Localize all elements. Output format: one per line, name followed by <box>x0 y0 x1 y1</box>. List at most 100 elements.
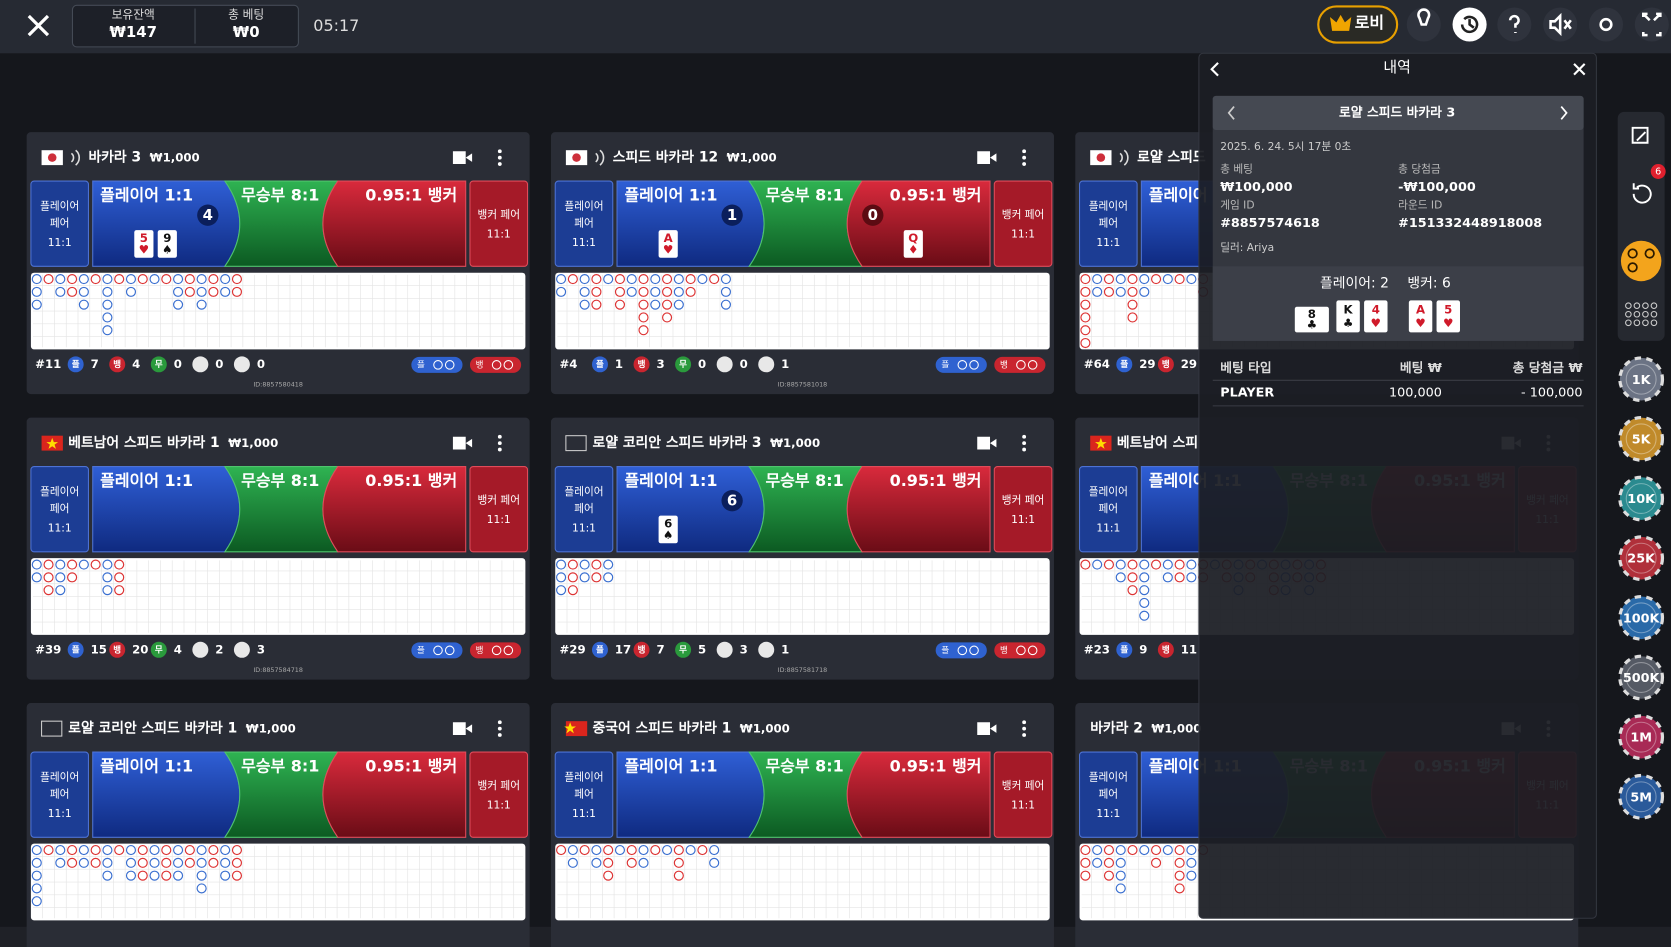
roadmap-bead <box>662 299 673 310</box>
label: 0.95:1 뱅커 <box>890 471 982 490</box>
banker-pair-bet[interactable] <box>469 466 529 553</box>
stat-value: 3 <box>257 642 265 656</box>
roadmap-bead <box>1103 870 1115 881</box>
toggle-dot <box>1027 645 1038 656</box>
table-title: 베트남어 스피 <box>1117 434 1198 451</box>
label: 플레이어 <box>40 200 79 213</box>
label: 무승부 8:1 <box>765 756 843 775</box>
label: 11:1 <box>1011 227 1035 240</box>
banker-pair-bet[interactable] <box>469 180 529 267</box>
chip[interactable] <box>1618 535 1665 582</box>
chip[interactable] <box>1618 356 1665 403</box>
stat-value: 2 <box>215 642 223 656</box>
roadmap-bead <box>231 274 243 285</box>
stat-icon <box>591 641 608 658</box>
chip[interactable] <box>1618 475 1665 522</box>
label: 11:1 <box>1096 521 1120 534</box>
stat-icon-label: 뱅 <box>113 644 121 655</box>
roadmap-bead <box>1162 274 1173 285</box>
menu-dot <box>1022 726 1027 731</box>
roadmap-bead <box>90 274 101 285</box>
player-pair-bet[interactable] <box>30 180 89 267</box>
chip-value: 1M <box>1630 731 1652 746</box>
table-name: 스피드 바카라 12 <box>613 150 718 166</box>
grid-icon-dot <box>1625 319 1632 327</box>
next-icon[interactable] <box>1560 105 1568 120</box>
stat-icon <box>1116 641 1133 658</box>
toolbar-button[interactable] <box>1634 7 1669 42</box>
label: 0.95:1 뱅커 <box>365 471 457 490</box>
player-pair-bet[interactable] <box>554 180 614 267</box>
banker-bet[interactable] <box>846 180 991 267</box>
banker-pair-bet[interactable] <box>469 751 529 838</box>
grid-icon-dot <box>1650 319 1658 327</box>
camera-icon[interactable] <box>452 151 473 165</box>
table-name: 바카라 2 <box>1090 721 1143 737</box>
camera-icon[interactable] <box>977 436 997 450</box>
banker-bet[interactable] <box>846 466 991 553</box>
player-pair-bet[interactable] <box>1079 751 1138 838</box>
playing-card-sideways <box>1294 306 1329 333</box>
player-pair-bet[interactable] <box>30 466 89 553</box>
banker-pair-bet[interactable] <box>993 466 1053 553</box>
edit-icon[interactable] <box>1631 126 1649 144</box>
player-pair-bet[interactable] <box>554 751 614 838</box>
banker-pair-bet[interactable] <box>993 751 1053 838</box>
label: 플레이어 <box>564 200 603 213</box>
table-title: 중국어 스피드 바카라 1 ₩1,000 <box>593 720 790 737</box>
roadmap-bead <box>614 274 626 285</box>
roadmap-bead <box>579 286 590 297</box>
game-header <box>1212 95 1584 130</box>
stat-icon-label: 무 <box>679 360 687 370</box>
prev-icon[interactable] <box>1227 105 1235 120</box>
menu-dot <box>497 733 502 737</box>
roadmap-icon <box>1627 248 1655 273</box>
roadmap-bead <box>1103 559 1115 570</box>
undo-icon[interactable] <box>1632 183 1652 204</box>
banker-bet[interactable] <box>322 466 467 553</box>
round-number: #4 <box>559 357 577 371</box>
player-pair-bet[interactable] <box>1079 466 1138 553</box>
table-title: 바카라 2 ₩1,000 <box>1090 721 1201 737</box>
chip-inner <box>1625 602 1657 634</box>
close-icon[interactable] <box>1573 63 1586 76</box>
close-icon[interactable] <box>27 14 50 37</box>
label: 무승부 8:1 <box>765 186 843 205</box>
chip[interactable] <box>1618 773 1665 820</box>
player-pair-bet[interactable] <box>1079 180 1138 267</box>
player-pair-bet[interactable] <box>30 751 89 838</box>
roadmap-bead <box>603 274 614 285</box>
banker-bet[interactable] <box>322 751 467 838</box>
stat-icon <box>1116 356 1133 373</box>
camera-icon[interactable] <box>452 436 473 450</box>
chip-inner <box>1625 542 1657 574</box>
stat-icon-label: 플 <box>1120 645 1128 655</box>
camera-icon[interactable] <box>977 151 997 165</box>
back-icon[interactable] <box>1210 62 1219 77</box>
roadmap-bead <box>55 559 66 570</box>
roadmap-bead <box>137 845 148 856</box>
toggle-label: 플 <box>417 646 425 656</box>
toolbar-button[interactable] <box>1588 7 1624 42</box>
camera-icon[interactable] <box>977 722 997 736</box>
lobby-button[interactable] <box>1317 5 1399 44</box>
chip[interactable] <box>1618 415 1665 462</box>
stat-icon-label: 플 <box>72 645 80 655</box>
player-pair-bet[interactable] <box>554 466 614 553</box>
chip[interactable] <box>1618 594 1665 641</box>
playing-card <box>1436 300 1460 333</box>
stat-icon-label: 무 <box>155 360 163 370</box>
camera-icon[interactable] <box>452 722 473 736</box>
chip[interactable] <box>1618 654 1665 701</box>
banker-bet[interactable] <box>846 751 991 838</box>
roadmap-bead <box>1174 845 1185 856</box>
stat-icon <box>758 641 775 658</box>
banker-pair-bet[interactable] <box>993 180 1053 267</box>
card-rank: 9 <box>163 231 171 245</box>
stat-value: 7 <box>91 357 99 371</box>
banker-bet[interactable] <box>322 180 467 267</box>
roadmap-toggle[interactable] <box>1620 240 1662 282</box>
label: 0.95:1 뱅커 <box>365 756 457 775</box>
label: 뱅커 페어 <box>477 779 520 792</box>
chip[interactable] <box>1618 714 1665 761</box>
